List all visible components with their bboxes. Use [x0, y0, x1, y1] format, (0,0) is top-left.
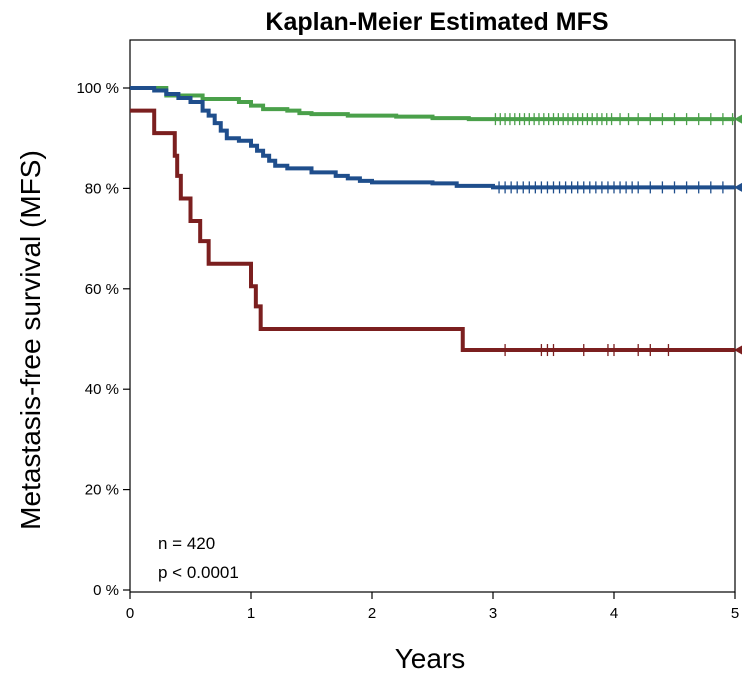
km-series-2	[130, 86, 742, 194]
x-axis-label: Years	[395, 643, 466, 673]
axis-ticks: 0 1 2 3 4 5 0 % 20 % 40 % 60 % 80 % 100 %	[76, 80, 739, 622]
x-tick-label: 2	[368, 605, 376, 622]
y-tick-label: 100 %	[76, 80, 119, 97]
series-end-marker	[734, 114, 742, 124]
y-tick-label: 80 %	[85, 180, 119, 197]
series-end-marker	[734, 345, 742, 355]
chart-title: Kaplan-Meier Estimated MFS	[265, 8, 608, 36]
km-series-3	[130, 108, 742, 357]
plot-frame	[129, 39, 736, 593]
y-tick-label: 20 %	[85, 482, 119, 499]
series-end-marker	[734, 182, 742, 192]
x-tick-label: 0	[126, 605, 134, 622]
km-curve	[130, 86, 735, 190]
km-curve	[130, 86, 735, 122]
y-tick-label: 0 %	[93, 582, 119, 599]
p-value-annotation: p < 0.0001	[158, 563, 239, 582]
sample-size-annotation: n = 420	[158, 534, 215, 553]
x-tick-label: 3	[489, 605, 497, 622]
x-tick-label: 5	[731, 605, 739, 622]
x-tick-label: 4	[610, 605, 618, 622]
km-series-1	[130, 86, 742, 126]
series-group	[130, 86, 742, 357]
y-tick-label: 60 %	[85, 281, 119, 298]
y-tick-label: 40 %	[85, 381, 119, 398]
y-axis-label: Metastasis-free survival (MFS)	[15, 150, 46, 530]
km-curve	[130, 108, 735, 353]
x-tick-label: 1	[247, 605, 255, 622]
